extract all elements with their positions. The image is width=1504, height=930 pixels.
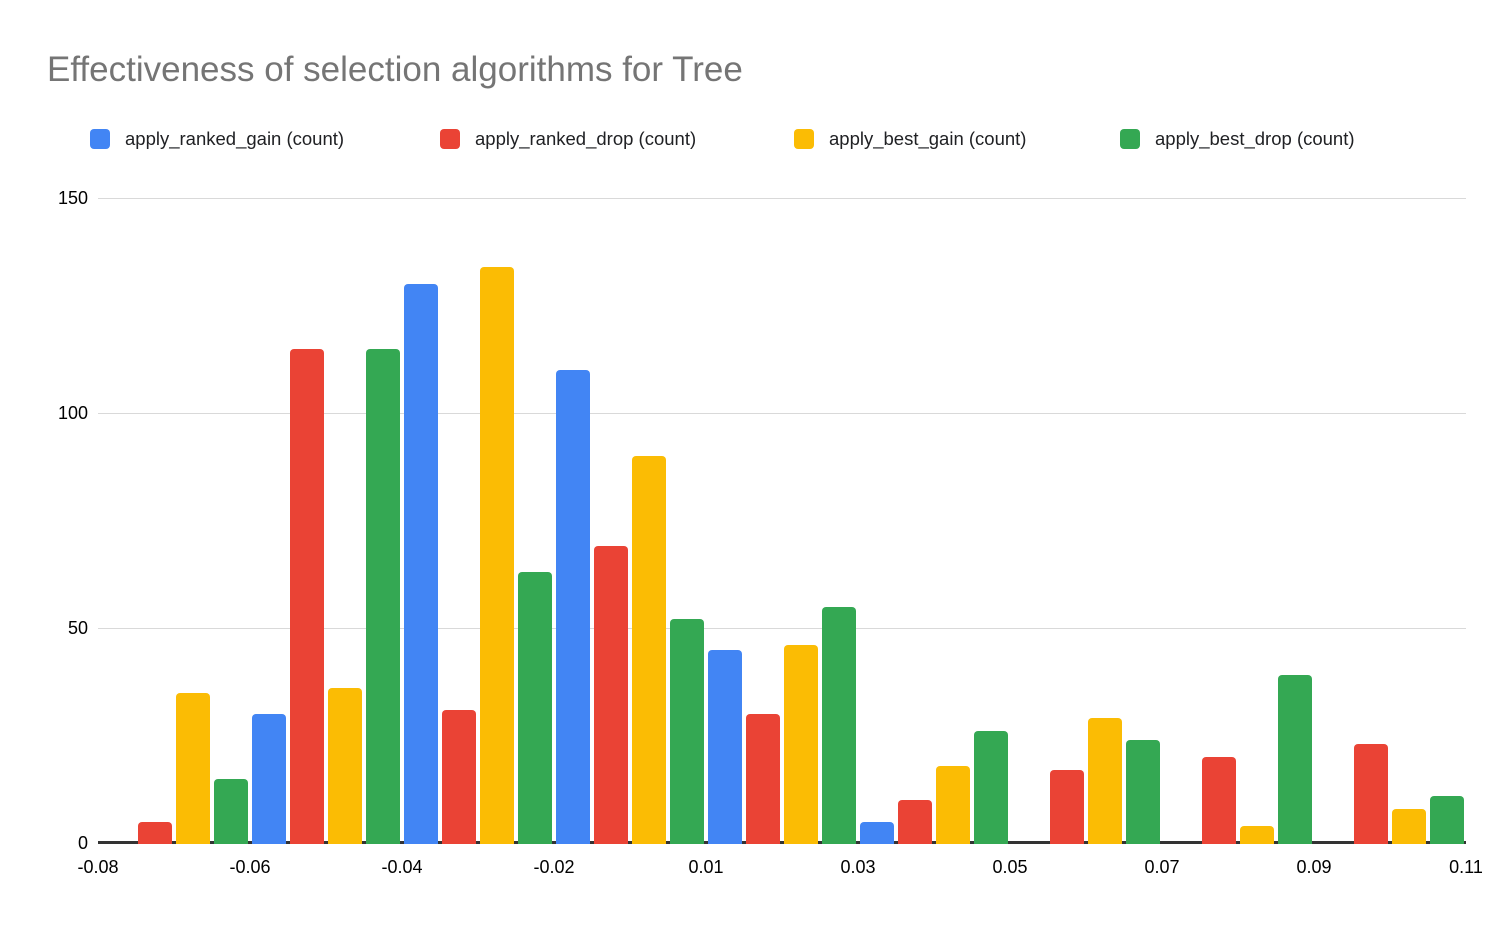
legend-swatch-icon xyxy=(440,129,460,149)
bar-series1-group4[interactable] xyxy=(556,370,590,844)
bar-series2-group5[interactable] xyxy=(746,714,780,844)
bar-series4-group5[interactable] xyxy=(822,606,856,844)
bar-series4-group3[interactable] xyxy=(518,572,552,844)
bar-series3-group2[interactable] xyxy=(328,688,362,844)
x-tick-label: -0.02 xyxy=(533,857,575,877)
bar-series3-group7[interactable] xyxy=(1088,718,1122,844)
bar-series1-group2[interactable] xyxy=(252,714,286,844)
bar-series2-group9[interactable] xyxy=(1354,744,1388,844)
legend-label: apply_best_gain (count) xyxy=(829,128,1027,149)
legend-swatch-icon xyxy=(90,129,110,149)
bar-series4-group7[interactable] xyxy=(1126,739,1160,844)
gridline-150 xyxy=(98,198,1466,199)
y-tick-label: 100 xyxy=(57,403,88,423)
x-tick-label: 0.07 xyxy=(1144,857,1180,877)
bar-series4-group9[interactable] xyxy=(1430,795,1464,844)
bar-series4-group6[interactable] xyxy=(974,731,1008,844)
bar-series1-group6[interactable] xyxy=(860,821,894,844)
x-tick-label: 0.05 xyxy=(992,857,1028,877)
bar-series4-group4[interactable] xyxy=(670,619,704,844)
bar-series3-group1[interactable] xyxy=(176,692,210,844)
bar-series3-group5[interactable] xyxy=(784,645,818,844)
y-tick-label: 150 xyxy=(57,188,88,208)
gridline-100 xyxy=(98,413,1466,414)
legend-item-4[interactable]: apply_best_drop (count) xyxy=(1120,127,1355,151)
bar-series2-group8[interactable] xyxy=(1202,757,1236,844)
gridline-50 xyxy=(98,628,1466,629)
legend-label: apply_ranked_drop (count) xyxy=(475,128,697,149)
legend-swatch-icon xyxy=(794,129,814,149)
x-tick-label: -0.06 xyxy=(229,857,271,877)
legend-label: apply_best_drop (count) xyxy=(1155,128,1355,149)
bar-series1-group5[interactable] xyxy=(708,649,742,844)
bar-series1-group3[interactable] xyxy=(404,284,438,844)
x-tick-label: 0.09 xyxy=(1296,857,1332,877)
x-tick-label: -0.08 xyxy=(77,857,119,877)
bar-series2-group2[interactable] xyxy=(290,348,324,844)
y-tick-label: 0 xyxy=(77,833,88,853)
legend-swatch-icon xyxy=(1120,129,1140,149)
bar-series2-group4[interactable] xyxy=(594,546,628,844)
legend-item-3[interactable]: apply_best_gain (count) xyxy=(794,127,1026,151)
bar-series4-group2[interactable] xyxy=(366,348,400,844)
chart-title: Effectiveness of selection algorithms fo… xyxy=(47,50,743,89)
y-tick-label: 50 xyxy=(67,618,88,638)
bar-series4-group1[interactable] xyxy=(214,778,248,844)
bar-series3-group9[interactable] xyxy=(1392,808,1426,844)
bar-series2-group1[interactable] xyxy=(138,821,172,844)
legend-label: apply_ranked_gain (count) xyxy=(125,128,345,149)
bar-series2-group7[interactable] xyxy=(1050,769,1084,844)
legend-item-1[interactable]: apply_ranked_gain (count) xyxy=(90,127,344,151)
x-tick-label: 0.03 xyxy=(840,857,876,877)
chart-legend: apply_ranked_gain (count) apply_ranked_dr… xyxy=(0,127,1504,151)
bar-series3-group6[interactable] xyxy=(936,765,970,844)
bar-series3-group3[interactable] xyxy=(480,266,514,844)
bar-series4-group8[interactable] xyxy=(1278,675,1312,844)
legend-item-2[interactable]: apply_ranked_drop (count) xyxy=(440,127,696,151)
bar-series3-group8[interactable] xyxy=(1240,825,1274,844)
bar-series3-group4[interactable] xyxy=(632,456,666,844)
x-tick-label: 0.11 xyxy=(1449,857,1483,877)
bar-series2-group3[interactable] xyxy=(442,709,476,844)
x-axis-line xyxy=(98,841,1466,844)
x-tick-label: 0.01 xyxy=(688,857,724,877)
bar-series2-group6[interactable] xyxy=(898,800,932,844)
x-tick-label: -0.04 xyxy=(381,857,423,877)
